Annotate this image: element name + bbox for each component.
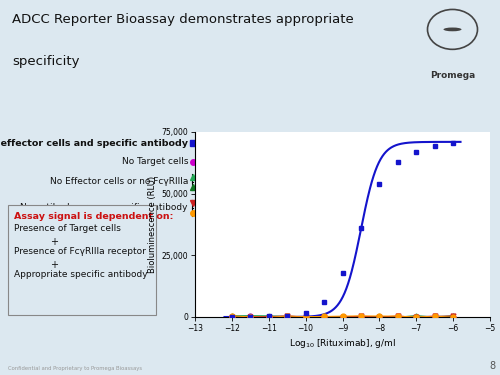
Text: Wil2-S, Jurkat/NFAT-luc+FcγRIIIa, Trastuzumab: Wil2-S, Jurkat/NFAT-luc+FcγRIIIa, Trastu…	[198, 209, 374, 218]
Text: 8: 8	[490, 361, 496, 371]
Text: +: +	[50, 260, 58, 270]
Text: Presence of Target cells: Presence of Target cells	[14, 224, 121, 233]
Text: Appropriate specific antibody: Appropriate specific antibody	[14, 270, 147, 279]
Text: NO Wil2-S, Jurkat/NFAT-luc+FcγRIIIa, Rituximab: NO Wil2-S, Jurkat/NFAT-luc+FcγRIIIa, Rit…	[198, 158, 378, 166]
Text: ADCC Reporter Bioassay demonstrates appropriate: ADCC Reporter Bioassay demonstrates appr…	[12, 13, 354, 26]
Text: specificity: specificity	[12, 55, 80, 68]
X-axis label: Log$_{10}$ [Rituximab], g/ml: Log$_{10}$ [Rituximab], g/ml	[289, 337, 396, 350]
Text: No Effector cells or no FcγRIIIa: No Effector cells or no FcγRIIIa	[50, 177, 188, 186]
Circle shape	[444, 27, 462, 31]
FancyBboxPatch shape	[8, 205, 156, 315]
Text: Target cells, effector cells and specific antibody: Target cells, effector cells and specifi…	[0, 138, 188, 147]
Text: Confidential and Proprietary to Promega Bioassays: Confidential and Proprietary to Promega …	[8, 366, 142, 371]
Text: No antibody or non-specific antibody: No antibody or non-specific antibody	[20, 202, 188, 211]
Text: Presence of FcγRIIIa receptor: Presence of FcγRIIIa receptor	[14, 247, 146, 256]
Text: Wil2-S, Jurkat/NFAT-luc+FcγRIIIa, Rituximab: Wil2-S, Jurkat/NFAT-luc+FcγRIIIa, Rituxi…	[198, 138, 364, 147]
Text: Assay signal is dependent on:: Assay signal is dependent on:	[14, 212, 173, 221]
Text: +: +	[50, 237, 58, 247]
Text: No Target cells: No Target cells	[122, 158, 188, 166]
Text: Wil2-S, NO Jurkat/NFAT-luc+FcγRIIIa, Rituximab: Wil2-S, NO Jurkat/NFAT-luc+FcγRIIIa, Rit…	[198, 183, 378, 192]
Text: Wil2-S, Jurkat/NFAT-luc+FcγRIIIa, NO Rituximab: Wil2-S, Jurkat/NFAT-luc+FcγRIIIa, NO Rit…	[198, 198, 378, 207]
Text: Wil2-S, Jurkat/NFAT-luc (NO FcγRIIIa), Rituximab: Wil2-S, Jurkat/NFAT-luc (NO FcγRIIIa), R…	[198, 172, 380, 182]
Y-axis label: Bioluminescence (RLU): Bioluminescence (RLU)	[148, 176, 157, 273]
Text: Promega: Promega	[430, 71, 475, 80]
